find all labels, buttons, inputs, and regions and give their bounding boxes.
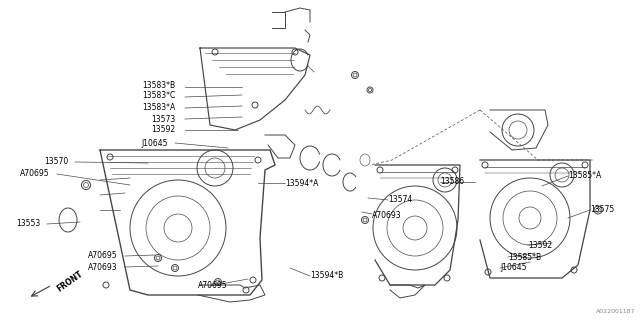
Text: 13594*A: 13594*A [285,179,318,188]
Text: 13583*A: 13583*A [141,102,175,111]
Text: A022001187: A022001187 [595,309,635,314]
Text: A70693: A70693 [372,212,402,220]
Text: 13594*B: 13594*B [310,271,343,281]
Text: J10645: J10645 [500,263,527,273]
Text: A70695: A70695 [88,252,118,260]
Text: 13585*B: 13585*B [508,252,541,261]
Text: FRONT: FRONT [56,269,84,294]
Text: 13592: 13592 [528,241,552,250]
Text: A70693: A70693 [88,262,118,271]
Text: J10645: J10645 [141,139,168,148]
Text: 13585*A: 13585*A [568,172,601,180]
Text: 13575: 13575 [590,205,614,214]
Text: 13583*B: 13583*B [142,81,175,90]
Text: 13553: 13553 [16,220,40,228]
Text: A70695: A70695 [198,282,228,291]
Text: 13586: 13586 [440,178,464,187]
Text: 13592: 13592 [151,125,175,134]
Text: 13570: 13570 [44,157,68,166]
Text: 13574: 13574 [388,196,412,204]
Text: A70695: A70695 [20,170,50,179]
Text: 13573: 13573 [151,115,175,124]
Text: 13583*C: 13583*C [141,92,175,100]
